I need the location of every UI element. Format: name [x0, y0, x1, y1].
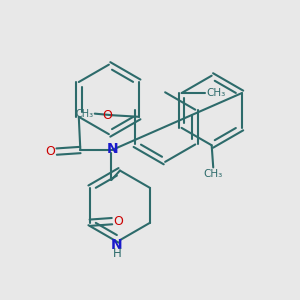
Text: N: N [111, 238, 123, 252]
Text: N: N [107, 142, 118, 156]
Text: O: O [114, 214, 123, 228]
Text: CH₃: CH₃ [206, 88, 225, 98]
Text: H: H [112, 247, 121, 260]
Text: CH₃: CH₃ [204, 169, 223, 179]
Text: CH₃: CH₃ [76, 109, 94, 118]
Text: O: O [45, 145, 55, 158]
Text: O: O [102, 109, 112, 122]
